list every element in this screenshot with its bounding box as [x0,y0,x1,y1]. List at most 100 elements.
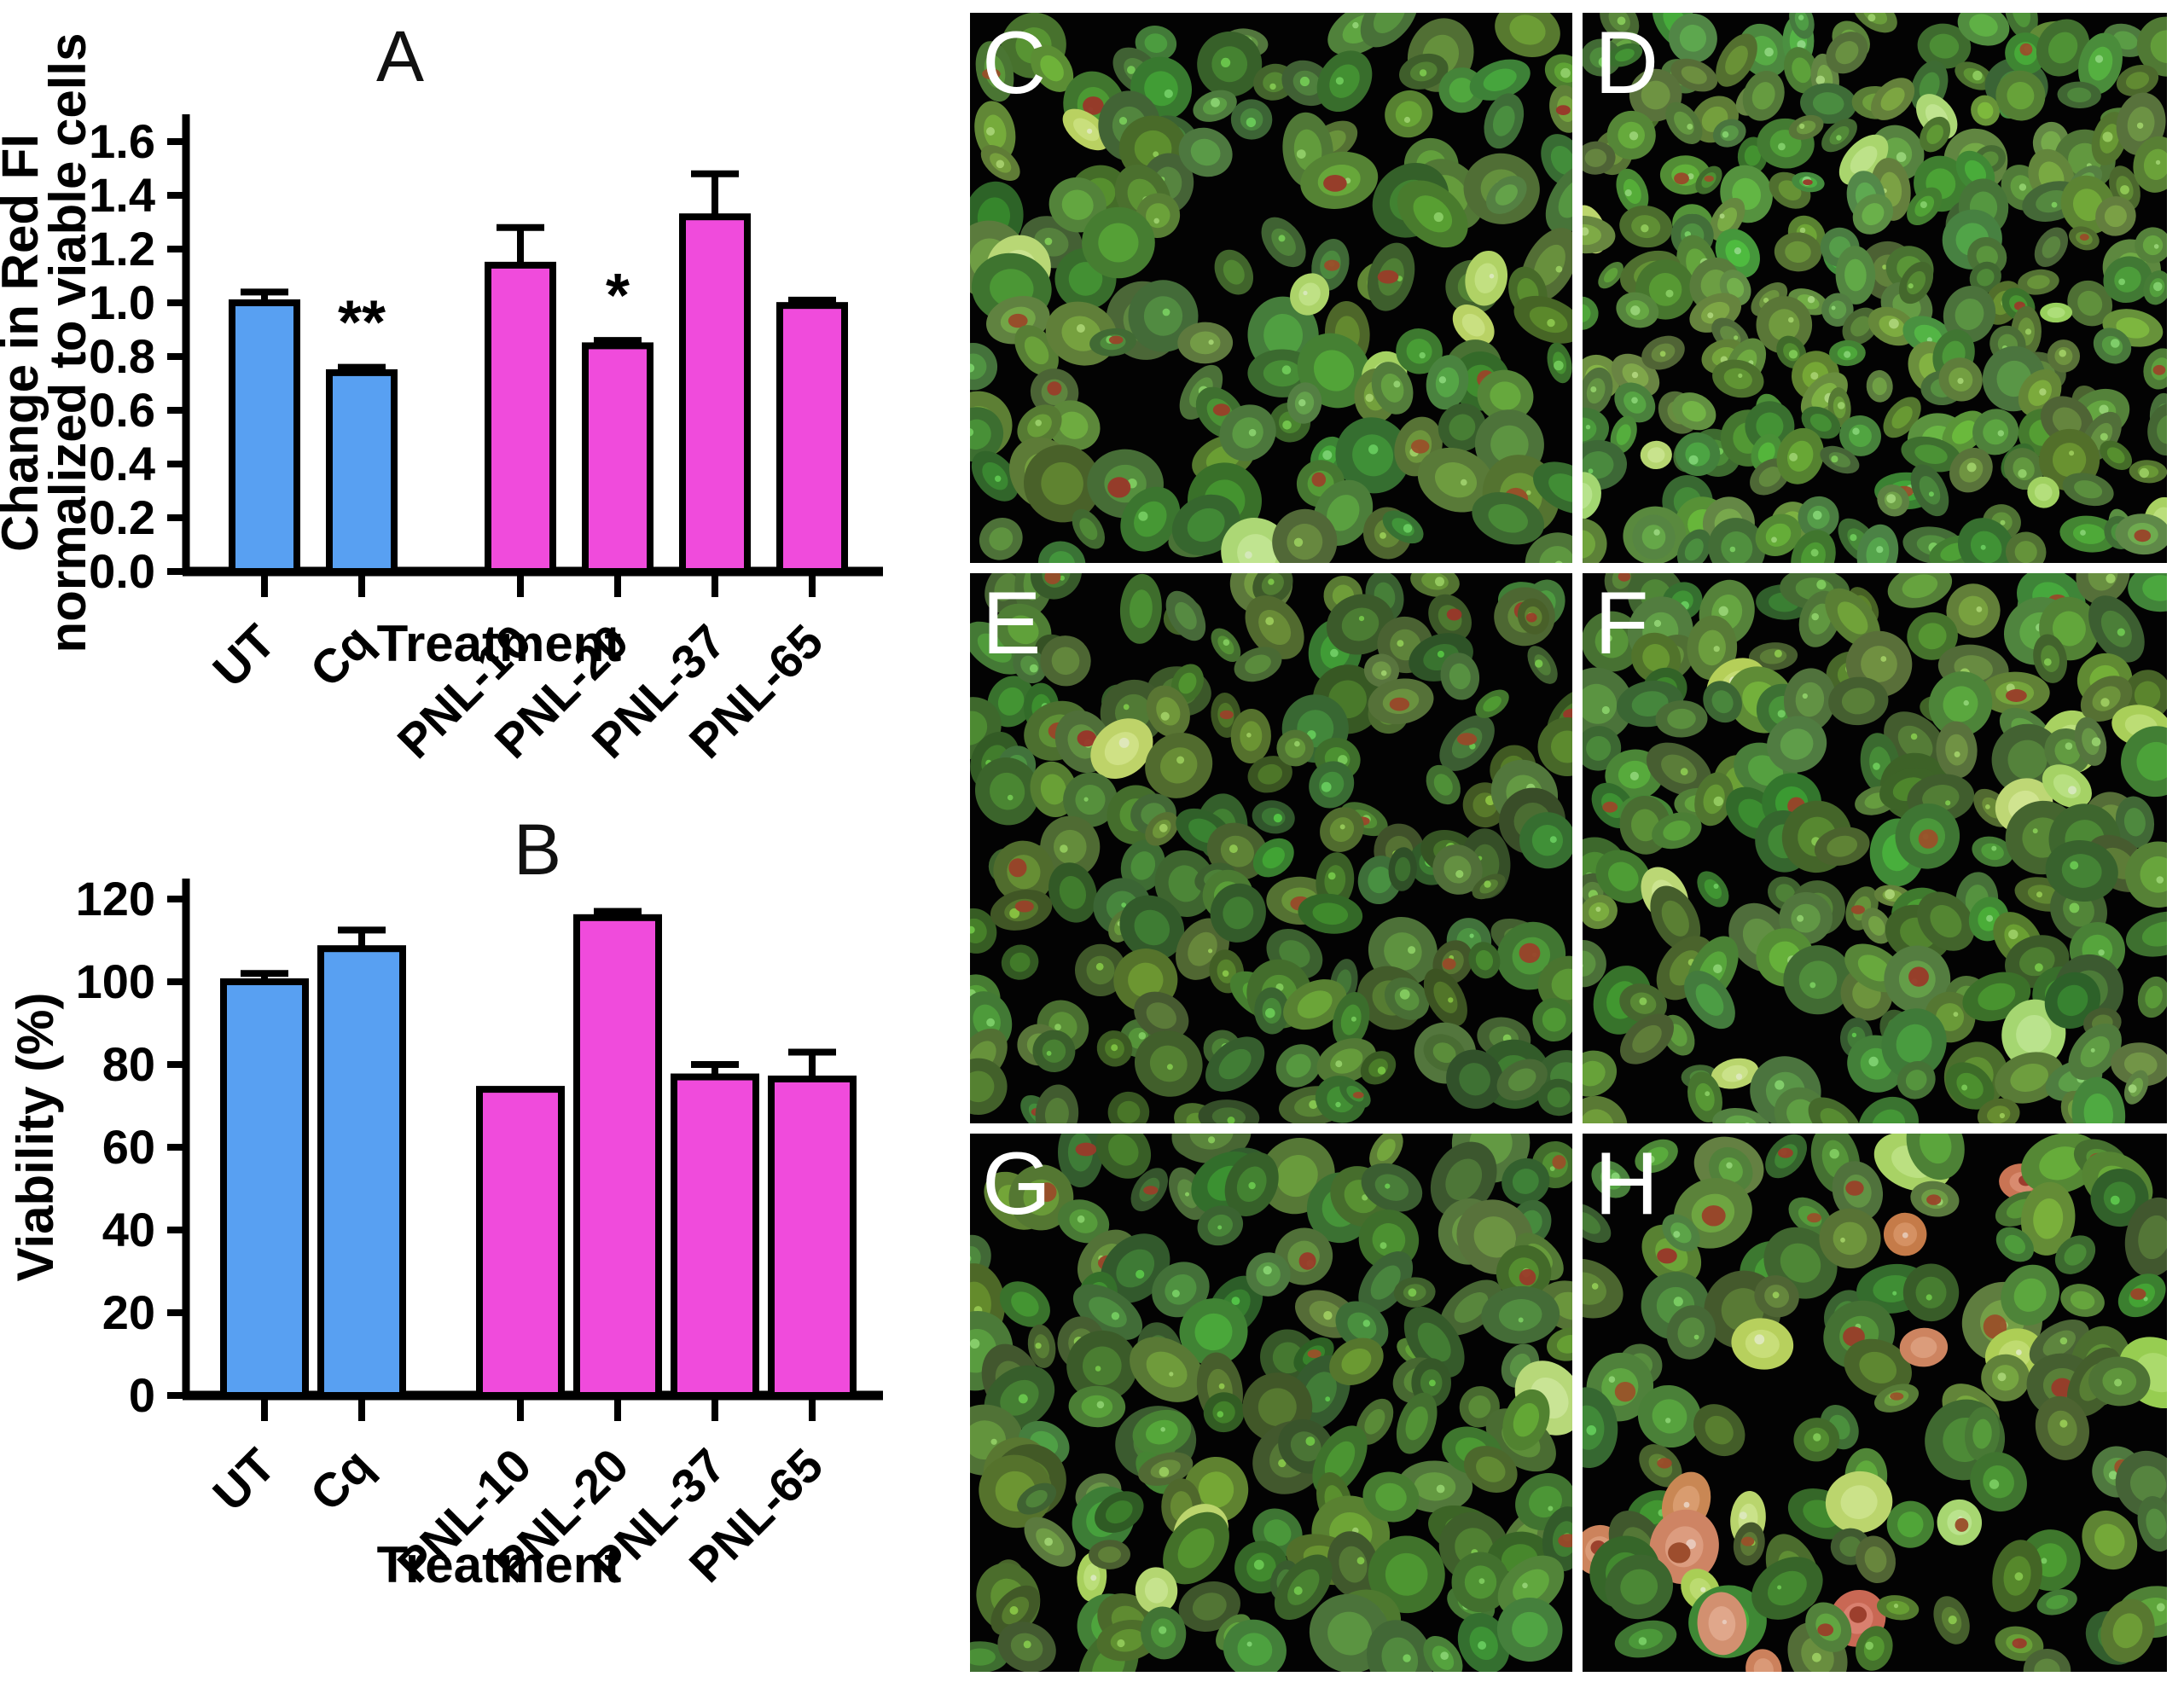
cell-speckle [1997,1372,2007,1382]
red-fluorescence-spot [1614,1382,1636,1402]
cell-speckle [1629,771,1639,780]
cell-nucleus [1548,473,1572,502]
cell-nucleus [2012,13,2030,27]
cell-speckle [2059,349,2066,357]
red-fluorescence-spot [1657,1248,1677,1264]
cell-nucleus [2100,610,2132,647]
cell-speckle [1595,907,1601,912]
bar-PNL-65 [776,302,848,575]
y-tick-label: 1.0 [89,276,155,329]
cell-nucleus [1757,442,1775,464]
cell-nucleus [1758,467,1781,487]
micrograph-panel-c: C [970,13,1572,563]
cell-nucleus [1082,1346,1122,1386]
cell-nucleus [1744,145,1762,166]
cell-nucleus [2067,87,2092,103]
cell-nucleus [1395,856,1411,882]
cell-speckle [1811,612,1819,621]
cell-nucleus [1372,661,1391,680]
cell-speckle [996,160,1005,169]
cell-speckle [1335,1060,1343,1068]
red-fluorescence-spot [2019,43,2033,56]
cell-nucleus [1175,601,1197,630]
cell-nucleus [1512,1169,1539,1194]
cell-speckle [970,1256,972,1262]
cell-nucleus [2082,728,2100,756]
cell-speckle [1007,794,1014,801]
cell-speckle [1788,350,1798,359]
cell-speckle [2059,1419,2068,1428]
cell-nucleus [1263,314,1304,357]
y-axis-title-line: normalized to viable cells [39,33,96,653]
y-tick-label: 1.4 [89,168,155,222]
bar-UT [220,978,309,1399]
cell-nucleus [1750,35,1778,66]
cell-nucleus [1930,905,1962,938]
cell-speckle [1323,1311,1333,1320]
red-fluorescence-spot [1618,573,1631,582]
cell-speckle [1222,970,1229,978]
red-fluorescence-spot [1307,1349,1321,1359]
red-fluorescence-spot [1778,1147,1793,1158]
cell-nucleus [1159,747,1198,784]
cell-speckle [1455,870,1464,879]
cell-nucleus [1859,1351,1897,1384]
cell-speckle [1217,1411,1224,1418]
cell-nucleus [1857,954,1891,982]
cell-nucleus [2036,189,2070,213]
cell-nucleus [1837,601,1868,635]
cell-nucleus [2138,1215,2167,1260]
cell-speckle [2043,658,2052,666]
cell-speckle [1185,1192,1189,1197]
cell-speckle [1437,650,1444,658]
cell-speckle [1961,1084,1968,1091]
cell-nucleus [1286,1053,1311,1078]
cell-nucleus [1473,1216,1516,1258]
cell-speckle [1356,1557,1365,1565]
cell-speckle [1852,427,1860,435]
cell-nucleus [1449,78,1475,103]
red-fluorescence-spot [1107,477,1131,498]
cell-nucleus [1381,1637,1419,1672]
red-fluorescence-spot [1389,697,1410,711]
cell-nucleus [1433,981,1458,1014]
cell-nucleus [1914,324,1943,347]
cell-speckle [2128,1084,2137,1094]
cell-speckle [1631,397,1638,404]
cell-nucleus [2052,611,2086,647]
red-fluorescence-spot [1674,172,1689,185]
cell-speckle [1707,312,1714,319]
cell-speckle [1831,455,1838,463]
cell-speckle [1739,1511,1747,1520]
red-fluorescence-spot [1890,1392,1904,1401]
y-axis-title-line: Change in Red FI [0,134,49,552]
x-axis-title: Treatment [377,615,622,672]
cell-speckle [2102,131,2113,142]
cell-nucleus [2041,131,2061,154]
cell-nucleus [1146,1419,1178,1445]
cell-nucleus [1377,1139,1396,1162]
cell-speckle [1986,914,1994,922]
cell-speckle [1886,494,1896,503]
cell-nucleus [1223,259,1245,285]
cell-nucleus [1165,1273,1197,1305]
cell-nucleus [1263,72,1287,93]
cell-speckle [1380,670,1387,676]
cell-speckle [1138,511,1148,521]
cell-nucleus [1168,865,1202,902]
red-fluorescence-spot [1563,708,1572,721]
cell-speckle [1246,117,1257,128]
cell-nucleus [1276,1155,1318,1198]
cell-speckle [2014,1572,2024,1581]
cell-speckle [1641,224,1649,233]
cell-nucleus [1727,277,1745,298]
cell-nucleus [1866,537,1890,563]
cell-speckle [2136,122,2144,129]
cell-speckle [1700,1587,1706,1592]
cell-nucleus [1034,1334,1050,1359]
red-fluorescence-spot [2006,689,2027,702]
y-tick-label: 0.8 [89,329,155,383]
cell-nucleus [1044,1098,1069,1123]
cell-nucleus [1929,33,1960,59]
